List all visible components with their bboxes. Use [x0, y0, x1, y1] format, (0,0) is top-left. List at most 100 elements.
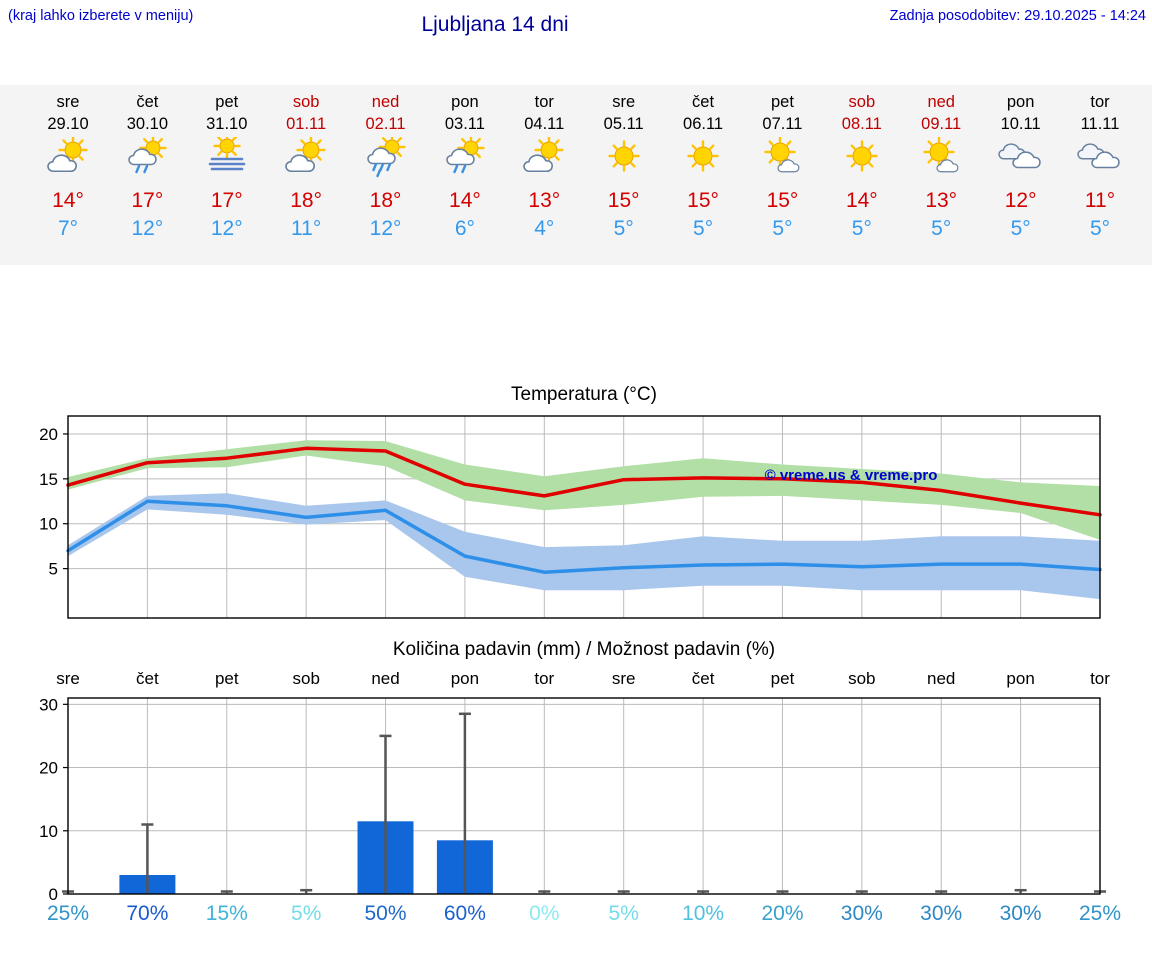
sun-cloud-icon — [27, 137, 109, 183]
sun-cloud-rain-icon — [106, 137, 188, 183]
sun-cloud-icon — [265, 137, 347, 183]
low-temp: 4° — [534, 217, 555, 240]
day-date: 04.11 — [524, 115, 565, 133]
page-title: Ljubljana 14 dni — [421, 13, 569, 36]
precip-day-label: pon — [451, 669, 479, 688]
low-temp: 7° — [57, 217, 79, 240]
forecast-day-2[interactable]: čet 30.10 17° 12° — [106, 91, 188, 244]
high-temp: 13° — [528, 189, 561, 212]
high-temp: 18° — [369, 189, 402, 212]
precip-day-label: tor — [1090, 669, 1110, 688]
temperature-chart: 5 10 15 20 © vreme.us & vreme.pro — [39, 415, 1102, 619]
forecast-day-10[interactable]: pet 07.11 15° 5° — [741, 91, 823, 244]
sun-icon — [821, 137, 903, 183]
clouds-icon — [980, 137, 1062, 183]
precip-day-label: pon — [1006, 669, 1034, 688]
day-date: 06.11 — [683, 115, 724, 133]
precip-percent: 25% — [47, 902, 89, 925]
high-temp: 12° — [1004, 189, 1037, 212]
day-name: sre — [612, 93, 636, 111]
low-temp: 12° — [131, 217, 164, 240]
high-temp: 14° — [845, 189, 878, 212]
clouds-icon — [1059, 137, 1141, 183]
forecast-day-14[interactable]: tor 11.11 11° 5° — [1059, 91, 1141, 244]
day-date: 29.10 — [47, 115, 89, 133]
forecast-day-9[interactable]: čet 06.11 15° 5° — [662, 91, 744, 244]
svg-text:20: 20 — [39, 759, 58, 778]
high-temp: 17° — [210, 189, 243, 212]
day-name: pet — [215, 93, 239, 111]
high-temp: 18° — [290, 189, 323, 212]
precip-percent: 30% — [1000, 902, 1042, 925]
forecast-day-13[interactable]: pon 10.11 12° 5° — [980, 91, 1062, 244]
high-temp: 15° — [607, 189, 640, 212]
precip-percent: 0% — [529, 902, 559, 925]
forecast-day-3[interactable]: pet 31.10 17° 12° — [186, 91, 268, 244]
day-name: sre — [56, 93, 80, 111]
high-temp: 14° — [52, 189, 84, 212]
high-temp: 11° — [1084, 189, 1116, 212]
day-name: ned — [927, 93, 955, 111]
forecast-day-11[interactable]: sob 08.11 14° 5° — [821, 91, 903, 244]
high-temp: 15° — [766, 189, 799, 212]
forecast-day-12[interactable]: ned 09.11 13° 5° — [900, 91, 982, 244]
precip-percent: 5% — [291, 902, 321, 925]
forecast-day-7[interactable]: tor 04.11 13° 4° — [503, 91, 585, 244]
precip-day-label: pet — [771, 669, 795, 688]
day-date: 11.11 — [1080, 115, 1120, 133]
precipitation-chart: sre čet pet sob ned pon tor sre čet pet sob ned pon t… — [39, 669, 1121, 925]
svg-text:20: 20 — [39, 425, 58, 444]
precip-percent: 30% — [841, 902, 883, 925]
day-name: pet — [770, 93, 794, 111]
sun-small-cloud-icon — [900, 137, 982, 183]
svg-text:0: 0 — [49, 885, 58, 904]
precip-percent: 5% — [609, 902, 639, 925]
high-temp: 14° — [449, 189, 481, 212]
precip-day-label: čet — [692, 669, 715, 688]
day-name: ned — [371, 93, 400, 111]
fog-sun-icon — [186, 137, 268, 183]
sun-icon — [583, 137, 665, 183]
day-name: čet — [136, 93, 159, 111]
day-name: pon — [451, 93, 479, 111]
day-name: sob — [292, 93, 320, 111]
precip-chart-title: Količina padavin (mm) / Možnost padavin … — [392, 639, 776, 660]
max-temp-line — [66, 446, 1102, 517]
forecast-day-4[interactable]: sob 01.11 18° 11° — [265, 91, 347, 244]
high-temp: 15° — [687, 189, 719, 212]
svg-text:5: 5 — [49, 560, 58, 579]
svg-text:10: 10 — [39, 822, 58, 841]
forecast-strip: sre 29.10 14° 7° čet 30.10 17° 12° pet 31.10 17° 1… — [0, 85, 1152, 265]
max-temp-range-band — [68, 440, 1100, 540]
temperature-chart-title: Temperatura (°C) — [511, 384, 657, 405]
forecast-day-6[interactable]: pon 03.11 14° 6° — [424, 91, 506, 244]
day-date: 07.11 — [762, 115, 803, 133]
day-date: 08.11 — [841, 115, 882, 133]
day-date: 10.11 — [1000, 115, 1041, 133]
forecast-day-8[interactable]: sre 05.11 15° 5° — [583, 91, 665, 244]
low-temp: 6° — [454, 217, 475, 240]
day-date: 31.10 — [206, 115, 248, 133]
low-temp: 5° — [931, 217, 952, 240]
precip-percent: 15% — [206, 902, 248, 925]
day-date: 09.11 — [921, 115, 962, 133]
min-temp-line — [66, 499, 1102, 574]
forecast-day-1[interactable]: sre 29.10 14° 7° — [27, 91, 109, 244]
low-temp: 5° — [1010, 217, 1031, 240]
low-temp: 5° — [772, 217, 793, 240]
precip-percent: 70% — [126, 902, 168, 925]
day-name: tor — [1090, 93, 1110, 111]
day-name: tor — [534, 93, 554, 111]
watermark: © vreme.us & vreme.pro — [765, 467, 938, 484]
precip-day-label: čet — [136, 669, 159, 688]
day-date: 03.11 — [444, 115, 485, 133]
precip-day-label: ned — [927, 669, 955, 688]
low-temp: 5° — [613, 217, 634, 240]
day-date: 30.10 — [126, 115, 169, 133]
forecast-day-5[interactable]: ned 02.11 18° 12° — [345, 91, 427, 244]
precip-percent: 60% — [444, 902, 486, 925]
low-temp: 11° — [291, 217, 322, 240]
precip-percent: 20% — [761, 902, 803, 925]
svg-text:30: 30 — [39, 695, 58, 714]
day-date: 02.11 — [365, 115, 406, 133]
